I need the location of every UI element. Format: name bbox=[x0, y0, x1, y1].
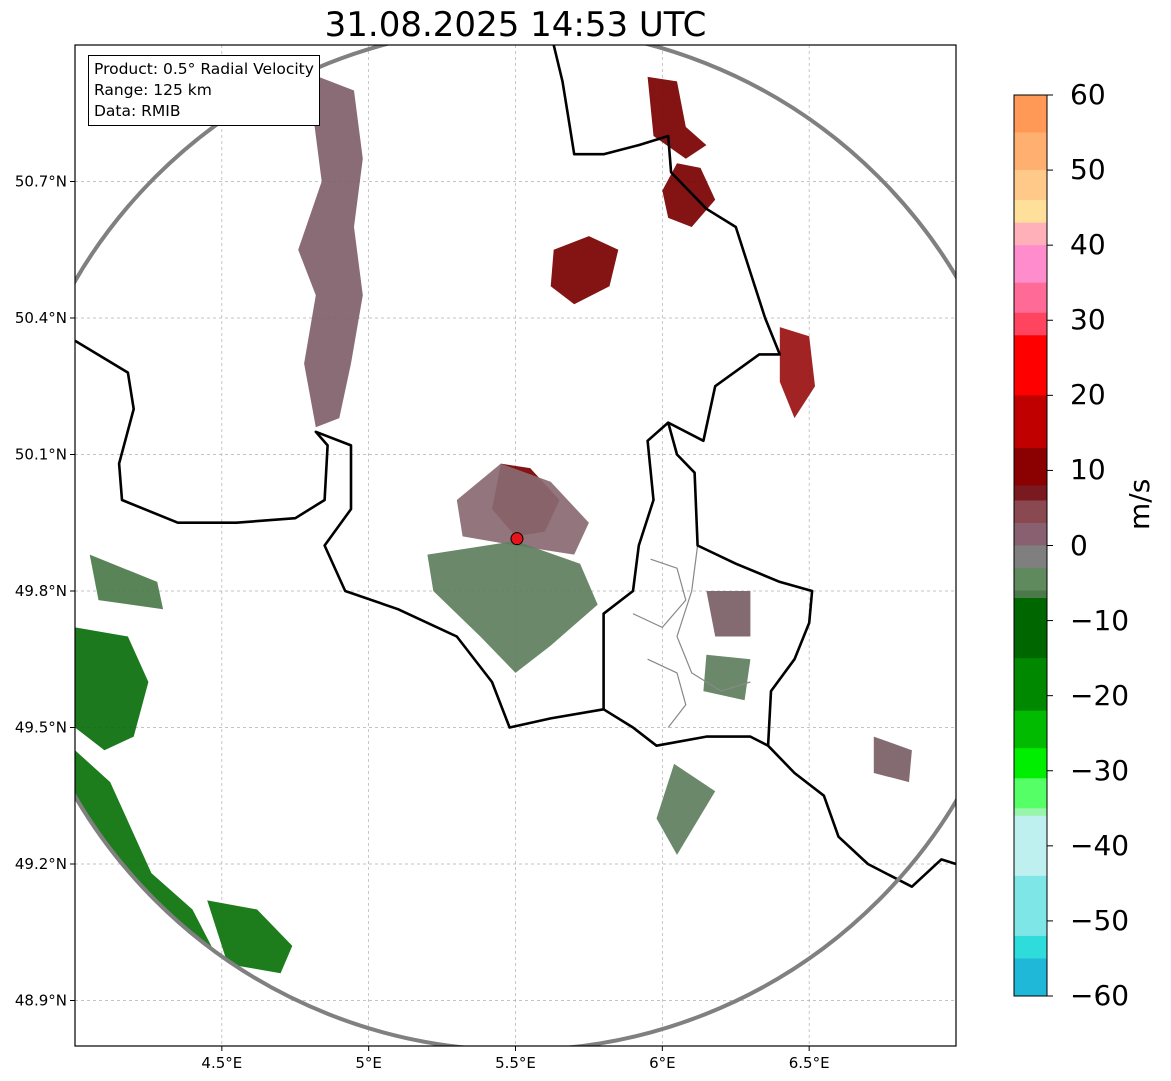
echoes-center-mauve bbox=[456, 463, 589, 555]
product-line: Product: 0.5° Radial Velocity bbox=[94, 60, 314, 78]
radar-site-marker bbox=[510, 532, 524, 546]
regional-border-0 bbox=[632, 558, 687, 629]
colorbar-segment bbox=[1014, 395, 1047, 449]
echoes-northeast-red bbox=[779, 327, 815, 419]
echoes-southeast-green bbox=[656, 763, 716, 855]
colorbar bbox=[1013, 94, 1053, 997]
colorbar-segment bbox=[1014, 598, 1047, 659]
colorbar-tick-label: 20 bbox=[1070, 378, 1106, 412]
echoes-northwest-band bbox=[298, 76, 363, 428]
product-info-box: Product: 0.5° Radial Velocity Range: 125… bbox=[88, 55, 320, 126]
colorbar-segment bbox=[1014, 522, 1047, 546]
y-axis-ticks: 50.7°N 50.4°N 50.1°N 49.8°N 49.5°N 49.2°N 48.9… bbox=[15, 173, 75, 1010]
colorbar-segment bbox=[1014, 958, 1047, 997]
y-tick-label: 48.9°N bbox=[15, 992, 67, 1010]
national-border-1 bbox=[666, 422, 814, 746]
colorbar-segment bbox=[1014, 335, 1047, 396]
colorbar-segment bbox=[1014, 500, 1047, 524]
y-tick-label: 50.4°N bbox=[15, 309, 67, 327]
colorbar-tick-label: 40 bbox=[1070, 228, 1106, 262]
y-tick-label: 49.5°N bbox=[15, 719, 67, 737]
colorbar-segment bbox=[1014, 200, 1047, 224]
national-border-0 bbox=[75, 339, 956, 889]
echoes-west-green bbox=[89, 554, 164, 610]
x-tick-label: 6°E bbox=[649, 1054, 676, 1072]
data-source-line: Data: RMIB bbox=[94, 102, 181, 120]
x-tick-label: 5°E bbox=[355, 1054, 382, 1072]
colorbar-tick-label: 30 bbox=[1070, 303, 1106, 337]
colorbar-segment bbox=[1014, 658, 1047, 712]
echoes-north-red-2 bbox=[662, 163, 716, 227]
echoes-luxembourg-2 bbox=[703, 654, 751, 701]
y-tick-label: 50.1°N bbox=[15, 446, 67, 464]
regional-borders bbox=[632, 545, 751, 728]
colorbar-segment bbox=[1014, 935, 1047, 959]
colorbar-segment bbox=[1014, 545, 1047, 569]
x-tick-label: 4.5°E bbox=[201, 1054, 242, 1072]
colorbar-segment bbox=[1014, 170, 1047, 201]
colorbar-segment bbox=[1014, 778, 1047, 809]
echoes-north-red-3 bbox=[550, 236, 619, 305]
colorbar-segment bbox=[1014, 447, 1047, 486]
colorbar-segment bbox=[1014, 875, 1047, 937]
national-border-2 bbox=[552, 45, 782, 710]
colorbar-tick-label: 60 bbox=[1070, 78, 1106, 111]
colorbar-tick-label: −50 bbox=[1070, 903, 1130, 937]
x-axis-ticks: 4.5°E 5°E 5.5°E 6°E 6.5°E bbox=[201, 1046, 830, 1072]
colorbar-tick-label: −30 bbox=[1070, 753, 1130, 787]
echoes-southwest-green-3 bbox=[207, 900, 293, 974]
colorbar-label: m/s bbox=[1123, 478, 1156, 530]
echoes-center-green bbox=[427, 541, 598, 673]
echoes-east-mauve bbox=[873, 736, 912, 783]
colorbar-segment bbox=[1014, 132, 1047, 171]
radar-echoes bbox=[75, 76, 912, 974]
colorbar-tick-label: 10 bbox=[1070, 453, 1106, 487]
x-tick-label: 6.5°E bbox=[789, 1054, 830, 1072]
colorbar-segment bbox=[1014, 485, 1047, 501]
colorbar-segment bbox=[1014, 590, 1047, 599]
y-tick-label: 50.7°N bbox=[15, 173, 67, 191]
map-title: 31.08.2025 14:53 UTC bbox=[324, 5, 707, 45]
range-line: Range: 125 km bbox=[94, 81, 212, 99]
colorbar-segment bbox=[1014, 808, 1047, 817]
colorbar-segment bbox=[1014, 245, 1047, 284]
colorbar-tick-label: 0 bbox=[1070, 528, 1088, 562]
x-tick-label: 5.5°E bbox=[495, 1054, 536, 1072]
echoes-luxembourg-1 bbox=[706, 591, 751, 637]
echoes-southwest-green-2 bbox=[75, 750, 216, 965]
colorbar-tick-label: 50 bbox=[1070, 153, 1106, 187]
colorbar-segment bbox=[1014, 282, 1047, 314]
colorbar-segment bbox=[1014, 748, 1047, 779]
y-tick-label: 49.2°N bbox=[15, 855, 67, 873]
regional-border-2 bbox=[647, 658, 687, 728]
colorbar-segment bbox=[1014, 815, 1047, 877]
colorbar-tick-label: −60 bbox=[1070, 979, 1130, 1012]
regional-border-1 bbox=[676, 545, 751, 692]
colorbar-segment bbox=[1014, 568, 1047, 592]
colorbar-tick-label: −10 bbox=[1070, 603, 1130, 637]
national-borders bbox=[75, 45, 956, 889]
colorbar-tick-label: −20 bbox=[1070, 678, 1130, 712]
colorbar-segment bbox=[1014, 710, 1047, 749]
y-tick-label: 49.8°N bbox=[15, 582, 67, 600]
echoes-southwest-green-1 bbox=[75, 627, 149, 751]
colorbar-segment bbox=[1014, 222, 1047, 246]
colorbar-segment bbox=[1014, 95, 1047, 134]
colorbar-tick-label: −40 bbox=[1070, 828, 1130, 862]
colorbar-segment bbox=[1014, 312, 1047, 336]
